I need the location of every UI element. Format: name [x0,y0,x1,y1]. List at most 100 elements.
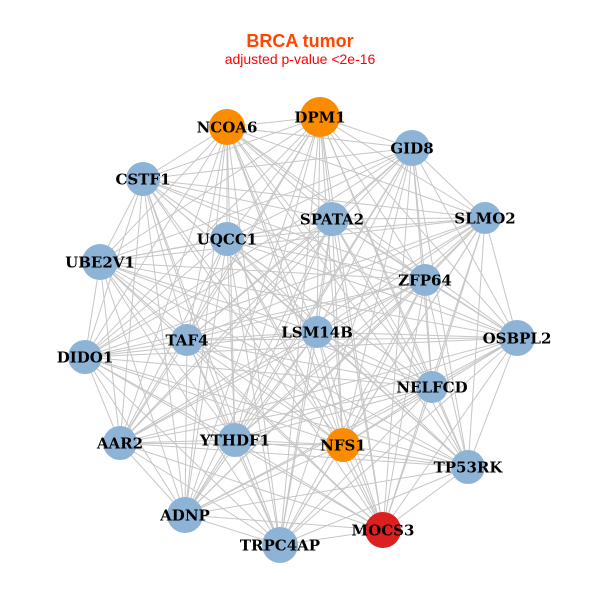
plot-subtitle: adjusted p-value <2e-16 [224,51,376,67]
edge-NFS1-TP53RK [342,444,469,468]
edge-GID8-CSTF1 [142,147,413,180]
edge-OSBPL2-DIDO1 [84,337,518,358]
node-label-NFS1: NFS1 [320,436,366,454]
edge-OSBPL2-AAR2 [119,337,518,444]
node-NELFCD [416,371,448,403]
node-MOCS3 [365,512,401,548]
edge-UQCC1-ADNP [184,238,228,516]
node-UQCC1 [210,222,244,256]
edge-OSBPL2-YTHDF1 [234,337,518,441]
node-DIDO1 [68,340,102,374]
edge-TAF4-OSBPL2 [186,337,518,341]
edge-NCOA6-NFS1 [226,126,344,446]
node-label-DPM1: DPM1 [294,108,345,126]
edge-TP53RK-TRPC4AP [279,466,469,546]
node-NCOA6 [209,109,245,145]
node-GID8 [394,130,430,166]
edge-ZFP64-YTHDF1 [234,279,426,441]
edge-ADNP-MOCS3 [184,514,384,531]
node-UBE2V1 [82,244,118,280]
edge-ZFP64-TRPC4AP [279,279,426,546]
edge-DIDO1-TRPC4AP [84,356,281,546]
edge-CSTF1-ZFP64 [142,178,426,281]
node-TP53RK [451,450,485,484]
node-ZFP64 [409,264,441,296]
edge-CSTF1-NFS1 [142,178,344,446]
edge-NELFCD-YTHDF1 [234,386,433,441]
edge-TAF4-NELFCD [186,339,433,388]
edge-NELFCD-TRPC4AP [279,386,433,546]
node-label-AAR2: AAR2 [96,434,143,452]
node-DPM1 [300,97,340,137]
edge-GID8-YTHDF1 [234,147,413,441]
edge-SPATA2-AAR2 [119,218,333,444]
node-label-TRPC4AP: TRPC4AP [240,536,320,554]
edge-AAR2-TRPC4AP [119,442,281,546]
node-label-UBE2V1: UBE2V1 [65,253,135,271]
nodes-layer [68,97,535,563]
edge-CSTF1-SLMO2 [142,178,486,219]
edge-CSTF1-SPATA2 [142,178,333,220]
edge-AAR2-YTHDF1 [119,439,236,444]
edge-TAF4-ADNP [184,339,188,516]
edge-UBE2V1-ZFP64 [99,261,426,281]
edge-DIDO1-TP53RK [84,356,469,468]
edge-ZFP64-TP53RK [424,279,469,468]
edge-SLMO2-DIDO1 [84,217,486,358]
edge-SLMO2-OSBPL2 [484,217,518,339]
node-OSBPL2 [499,320,535,356]
edge-NCOA6-TAF4 [186,126,228,341]
edge-NELFCD-MOCS3 [382,386,433,531]
edge-UQCC1-TAF4 [186,238,228,341]
edge-LSM14B-ADNP [184,331,318,516]
edge-DPM1-DIDO1 [84,116,321,358]
edge-UQCC1-TRPC4AP [226,238,281,546]
edge-CSTF1-TAF4 [142,178,188,341]
edge-GID8-UBE2V1 [99,147,413,263]
labels-layer: NCOA6 DPM1 GID8 CSTF1 SPATA2 SLMO2 UQCC1 UBE2V1… [57,108,552,554]
edge-SLMO2-UQCC1 [226,217,486,240]
edge-AAR2-TP53RK [119,442,469,468]
edge-ZFP64-ADNP [184,279,426,516]
edge-NCOA6-AAR2 [119,126,228,444]
edge-DPM1-ZFP64 [319,116,426,281]
node-SPATA2 [315,202,349,236]
edge-UQCC1-MOCS3 [226,238,384,531]
edge-ZFP64-OSBPL2 [424,279,518,339]
edge-NCOA6-LSM14B [226,126,318,333]
edge-OSBPL2-ADNP [184,337,518,516]
edge-DIDO1-YTHDF1 [84,356,236,441]
node-SLMO2 [469,202,501,234]
edge-UQCC1-ZFP64 [226,238,426,281]
edge-ZFP64-TAF4 [186,279,426,341]
node-TAF4 [171,324,203,356]
node-ADNP [167,497,203,533]
edge-LSM14B-NELFCD [316,331,433,388]
edge-DPM1-MOCS3 [319,116,384,531]
edge-LSM14B-NFS1 [316,331,344,446]
edge-LSM14B-TAF4 [186,331,318,341]
node-YTHDF1 [218,423,252,457]
edge-CSTF1-YTHDF1 [142,178,236,441]
node-label-ZFP64: ZFP64 [398,271,452,289]
edge-DPM1-CSTF1 [142,116,321,180]
node-label-NELFCD: NELFCD [396,378,467,396]
edge-GID8-TP53RK [411,147,469,468]
node-label-UQCC1: UQCC1 [197,230,257,248]
edge-OSBPL2-TP53RK [467,337,518,468]
edge-GID8-DIDO1 [84,147,413,358]
edge-UBE2V1-TAF4 [99,261,188,341]
edge-DPM1-UQCC1 [226,116,321,240]
node-NFS1 [326,428,360,462]
edge-GID8-ADNP [184,147,413,516]
edge-NFS1-TRPC4AP [279,444,344,546]
edge-NELFCD-AAR2 [119,386,433,444]
edge-UBE2V1-MOCS3 [99,261,384,531]
edge-LSM14B-YTHDF1 [234,331,318,441]
edge-SLMO2-YTHDF1 [234,217,486,441]
edge-UBE2V1-TP53RK [99,261,469,468]
plot-title: BRCA tumor [246,31,354,51]
edge-SPATA2-ADNP [184,218,333,516]
edge-SPATA2-TAF4 [186,218,333,341]
edge-NCOA6-SPATA2 [226,126,333,220]
